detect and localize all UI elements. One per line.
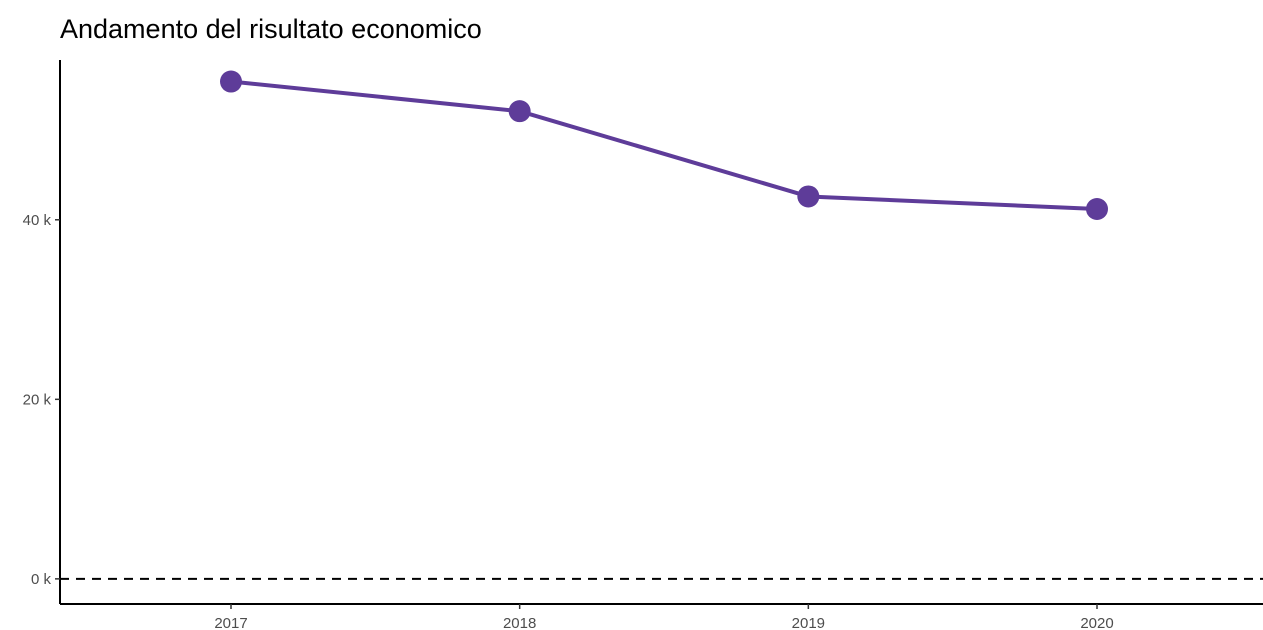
x-tick-label: 2017 xyxy=(214,615,247,630)
plot-area: 0 k 20 k 40 k 2017 2018 2019 2020 xyxy=(23,60,1263,630)
data-point xyxy=(1086,198,1108,221)
data-point xyxy=(797,185,820,208)
y-tick-label: 20 k xyxy=(23,391,52,408)
y-tick-label: 40 k xyxy=(23,212,52,229)
chart-title: Andamento del risultato economico xyxy=(60,14,482,44)
series-layer xyxy=(220,70,1108,221)
x-tick-label: 2019 xyxy=(792,615,825,630)
data-point xyxy=(508,100,531,123)
x-axis-ticks: 2017 2018 2019 2020 xyxy=(214,604,1114,630)
data-point xyxy=(220,70,242,93)
x-tick-label: 2020 xyxy=(1080,615,1113,630)
series-line xyxy=(229,79,1099,212)
y-axis-ticks: 0 k 20 k 40 k xyxy=(23,212,60,588)
x-tick-label: 2018 xyxy=(503,615,536,630)
y-tick-label: 0 k xyxy=(31,571,52,588)
